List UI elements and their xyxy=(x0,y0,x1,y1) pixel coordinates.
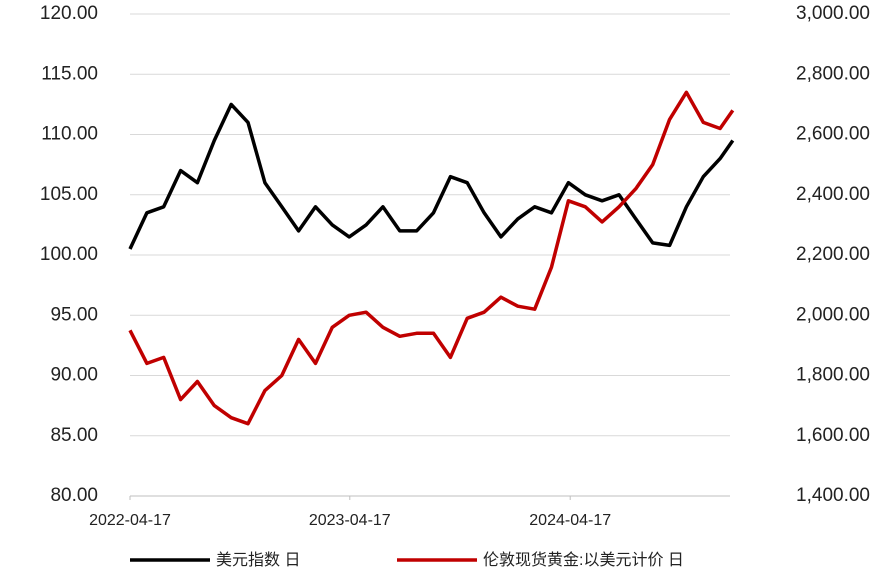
legend-label: 美元指数 日 xyxy=(216,551,300,569)
y2-tick-label: 1,800.00 xyxy=(796,365,870,386)
x-tick-label: 2023-04-17 xyxy=(309,512,391,529)
y2-tick-label: 2,200.00 xyxy=(796,244,870,265)
y-tick-label: 120.00 xyxy=(40,3,98,24)
y2-tick-label: 3,000.00 xyxy=(796,3,870,24)
y-tick-label: 80.00 xyxy=(50,485,98,506)
legend-label: 伦敦现货黄金:以美元计价 日 xyxy=(483,551,684,569)
y-tick-label: 100.00 xyxy=(40,244,98,265)
y-tick-label: 85.00 xyxy=(50,425,98,446)
y-tick-label: 105.00 xyxy=(40,184,98,205)
y2-tick-label: 2,800.00 xyxy=(796,63,870,84)
series-line xyxy=(128,90,735,426)
x-tick-label: 2024-04-17 xyxy=(529,512,611,529)
y2-tick-label: 2,400.00 xyxy=(796,184,870,205)
y2-tick-label: 1,600.00 xyxy=(796,425,870,446)
series-line xyxy=(128,102,735,250)
y-tick-label: 115.00 xyxy=(41,63,98,84)
y2-tick-label: 1,400.00 xyxy=(796,485,870,506)
y-tick-label: 90.00 xyxy=(50,365,98,386)
x-tick-label: 2022-04-17 xyxy=(89,512,171,529)
y2-tick-label: 2,000.00 xyxy=(796,304,870,325)
y-tick-label: 110.00 xyxy=(41,124,98,145)
y2-tick-label: 2,600.00 xyxy=(796,124,870,145)
y-tick-label: 95.00 xyxy=(50,304,98,325)
